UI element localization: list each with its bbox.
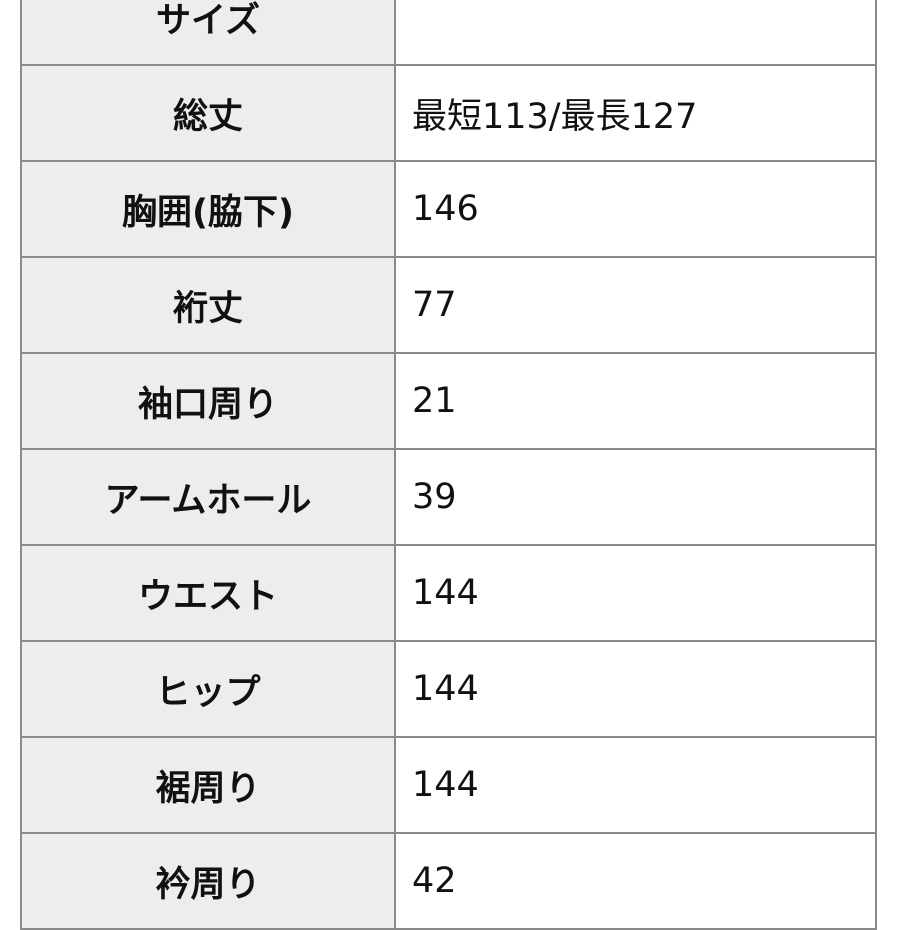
table-row: 裄丈 77	[20, 256, 877, 354]
table-row: サイズ	[20, 0, 877, 66]
row-label: 裄丈	[20, 256, 396, 354]
table-row: 胸囲(脇下) 146	[20, 160, 877, 258]
row-label: ヒップ	[20, 640, 396, 738]
table-row: 裾周り 144	[20, 736, 877, 834]
row-value: 144	[394, 640, 877, 738]
row-value: 77	[394, 256, 877, 354]
table-row: 総丈 最短113/最長127	[20, 64, 877, 162]
table-row: 衿周り 42	[20, 832, 877, 930]
row-label: ウエスト	[20, 544, 396, 642]
row-label: 衿周り	[20, 832, 396, 930]
row-label: アームホール	[20, 448, 396, 546]
row-value	[394, 0, 877, 66]
row-label: 総丈	[20, 64, 396, 162]
row-value: 39	[394, 448, 877, 546]
size-table: サイズ 総丈 最短113/最長127 胸囲(脇下) 146 裄丈 77 袖口周り 21 アームホー…	[20, 0, 877, 930]
row-label: 裾周り	[20, 736, 396, 834]
row-value: 21	[394, 352, 877, 450]
table-row: アームホール 39	[20, 448, 877, 546]
row-value: 146	[394, 160, 877, 258]
size-table-container: サイズ 総丈 最短113/最長127 胸囲(脇下) 146 裄丈 77 袖口周り 21 アームホー…	[20, 0, 877, 930]
row-label: 袖口周り	[20, 352, 396, 450]
row-value: 144	[394, 544, 877, 642]
row-value: 42	[394, 832, 877, 930]
row-label: サイズ	[20, 0, 396, 66]
row-value: 最短113/最長127	[394, 64, 877, 162]
table-row: ウエスト 144	[20, 544, 877, 642]
table-row: ヒップ 144	[20, 640, 877, 738]
table-row: 袖口周り 21	[20, 352, 877, 450]
row-value: 144	[394, 736, 877, 834]
row-label: 胸囲(脇下)	[20, 160, 396, 258]
